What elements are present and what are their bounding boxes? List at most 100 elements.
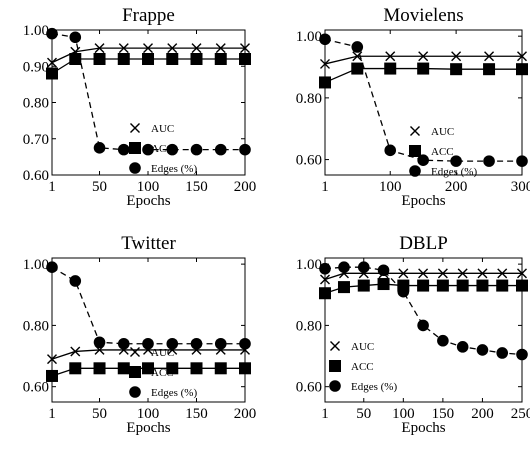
data-point [239, 337, 251, 350]
data-point [338, 261, 350, 273]
x-axis-label: Epochs [401, 420, 445, 436]
data-point [517, 51, 527, 62]
data-point [142, 362, 155, 375]
x-tick-label: 150 [185, 406, 208, 422]
data-point [47, 354, 57, 365]
data-point [377, 264, 390, 277]
data-point [483, 155, 495, 167]
data-point [69, 362, 82, 375]
legend: AUC ACC Edges (%) [329, 341, 397, 393]
x-tick-label: 100 [379, 179, 402, 195]
data-point [516, 63, 528, 76]
data-point [93, 142, 106, 154]
legend-entry: ACC [351, 361, 374, 373]
data-point [351, 62, 364, 75]
x-tick-label: 200 [445, 179, 468, 195]
legend-entry: AUC [431, 126, 454, 138]
chart-title: Twitter [121, 233, 176, 254]
series-line [324, 266, 523, 356]
data-point [93, 336, 106, 349]
y-tick-label: 0.60 [23, 168, 49, 184]
legend-marker [329, 380, 341, 392]
data-point [69, 31, 82, 44]
data-point [517, 268, 527, 279]
data-point [190, 53, 203, 65]
data-point [450, 63, 463, 76]
legend-marker [330, 341, 340, 351]
x-tick-label: 1 [48, 406, 56, 422]
data-point [117, 362, 130, 375]
legend-marker [130, 347, 140, 357]
legend-entry: AUC [151, 123, 174, 135]
y-tick-label: 1.00 [296, 29, 322, 45]
legend-marker [129, 386, 141, 398]
y-tick-label: 0.70 [23, 132, 49, 148]
data-point [190, 337, 203, 350]
series-square [46, 362, 251, 382]
data-point [46, 27, 58, 40]
data-point-stroke-b [191, 43, 202, 54]
data-point [398, 268, 409, 279]
data-point [69, 53, 82, 65]
series-circle [46, 261, 251, 350]
data-point [166, 337, 179, 350]
chart-panel-1: Movielens 1.00 0.80 0.60 1 100 200 300 Epochs AUC… [296, 5, 530, 209]
legend-marker-stroke-b [130, 123, 140, 133]
series-circle [46, 27, 251, 156]
data-point [239, 362, 251, 375]
data-point-stroke-b [118, 43, 129, 54]
legend-entry: Edges (%) [351, 381, 397, 393]
legend-marker [410, 126, 420, 136]
data-point-stroke-b [352, 51, 363, 62]
data-point [69, 275, 82, 287]
legend: AUC ACC Edges (%) [129, 347, 197, 399]
y-tick-label: 0.80 [23, 96, 49, 112]
legend-entry: ACC [431, 146, 454, 158]
y-tick-label: 1.00 [23, 257, 49, 273]
data-point [239, 143, 251, 156]
data-point [484, 51, 495, 62]
x-tick-label: 1 [321, 179, 329, 195]
data-point-stroke-b [47, 57, 57, 68]
data-point [166, 53, 179, 65]
data-point [450, 155, 462, 167]
data-point-stroke-b [451, 51, 462, 62]
x-axis-label: Epochs [126, 193, 170, 209]
x-tick-label: 50 [92, 179, 107, 195]
data-point [190, 143, 203, 156]
data-point-stroke-b [320, 58, 330, 69]
x-tick-label: 150 [432, 406, 455, 422]
data-point [47, 57, 57, 68]
data-point [117, 143, 130, 156]
legend-marker-stroke-b [130, 347, 140, 357]
data-point-stroke-b [215, 43, 226, 54]
data-point [319, 287, 331, 300]
data-point [214, 143, 227, 156]
data-point [191, 43, 202, 54]
plot-frame [324, 29, 523, 176]
data-point-stroke-b [497, 268, 508, 279]
data-point [240, 43, 250, 54]
data-point [118, 43, 129, 54]
data-point [397, 285, 410, 298]
data-point [142, 143, 154, 156]
data-point-stroke-b [167, 43, 178, 54]
data-point [190, 362, 203, 375]
legend-entry: Edges (%) [151, 387, 197, 399]
legend-marker [130, 123, 140, 133]
data-point-stroke-b [94, 43, 105, 54]
chart-title: Frappe [122, 5, 175, 26]
series-circle [319, 33, 528, 167]
y-tick-label: 1.00 [23, 23, 49, 39]
legend-entry: Edges (%) [431, 166, 477, 178]
y-tick-label: 0.80 [23, 318, 49, 334]
legend-marker [129, 162, 141, 174]
data-point [417, 279, 430, 292]
legend-marker [129, 366, 141, 378]
data-point-stroke-b [320, 274, 330, 285]
data-point [483, 63, 496, 76]
legend-entry: AUC [351, 341, 374, 353]
y-tick-label: 0.60 [296, 380, 322, 396]
data-point [215, 43, 226, 54]
